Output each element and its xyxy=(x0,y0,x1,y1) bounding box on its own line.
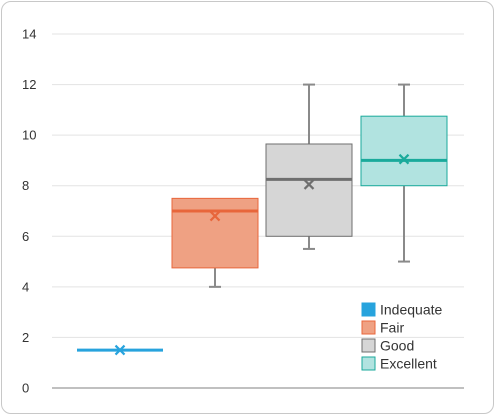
mean-marker xyxy=(303,179,315,190)
box-excellent xyxy=(360,83,448,263)
y-tick-label: 0 xyxy=(22,381,29,396)
legend-item-good: Good xyxy=(361,338,414,354)
mean-marker xyxy=(114,344,126,356)
box-iqr xyxy=(171,197,259,269)
legend-label: Indequate xyxy=(380,302,442,318)
legend-swatch xyxy=(361,338,376,353)
y-tick-label: 12 xyxy=(22,77,36,92)
box-good xyxy=(265,83,353,250)
box-series xyxy=(77,83,448,356)
box-iqr xyxy=(265,143,353,237)
y-tick-label: 8 xyxy=(22,178,29,193)
legend: Indequate Fair Good Excellent xyxy=(361,302,442,372)
legend-label: Fair xyxy=(380,320,404,336)
y-tick-label: 2 xyxy=(22,330,29,345)
mean-marker xyxy=(209,210,221,222)
y-tick-label: 4 xyxy=(22,279,29,294)
box-indequate xyxy=(77,344,163,356)
y-tick-label: 14 xyxy=(22,27,36,42)
legend-item-indequate: Indequate xyxy=(361,302,442,318)
legend-swatch xyxy=(361,320,376,335)
y-axis-ticks: 0 2 4 6 8 10 12 14 xyxy=(22,27,36,396)
legend-item-excellent: Excellent xyxy=(361,356,437,372)
y-tick-label: 6 xyxy=(22,229,29,244)
y-tick-label: 10 xyxy=(22,128,36,143)
legend-swatch xyxy=(361,356,376,371)
legend-item-fair: Fair xyxy=(361,320,404,336)
legend-label: Excellent xyxy=(380,356,437,372)
box-iqr xyxy=(360,115,448,187)
mean-marker xyxy=(398,153,410,165)
legend-label: Good xyxy=(380,338,414,354)
box-fair xyxy=(171,197,259,288)
legend-swatch xyxy=(361,302,376,317)
